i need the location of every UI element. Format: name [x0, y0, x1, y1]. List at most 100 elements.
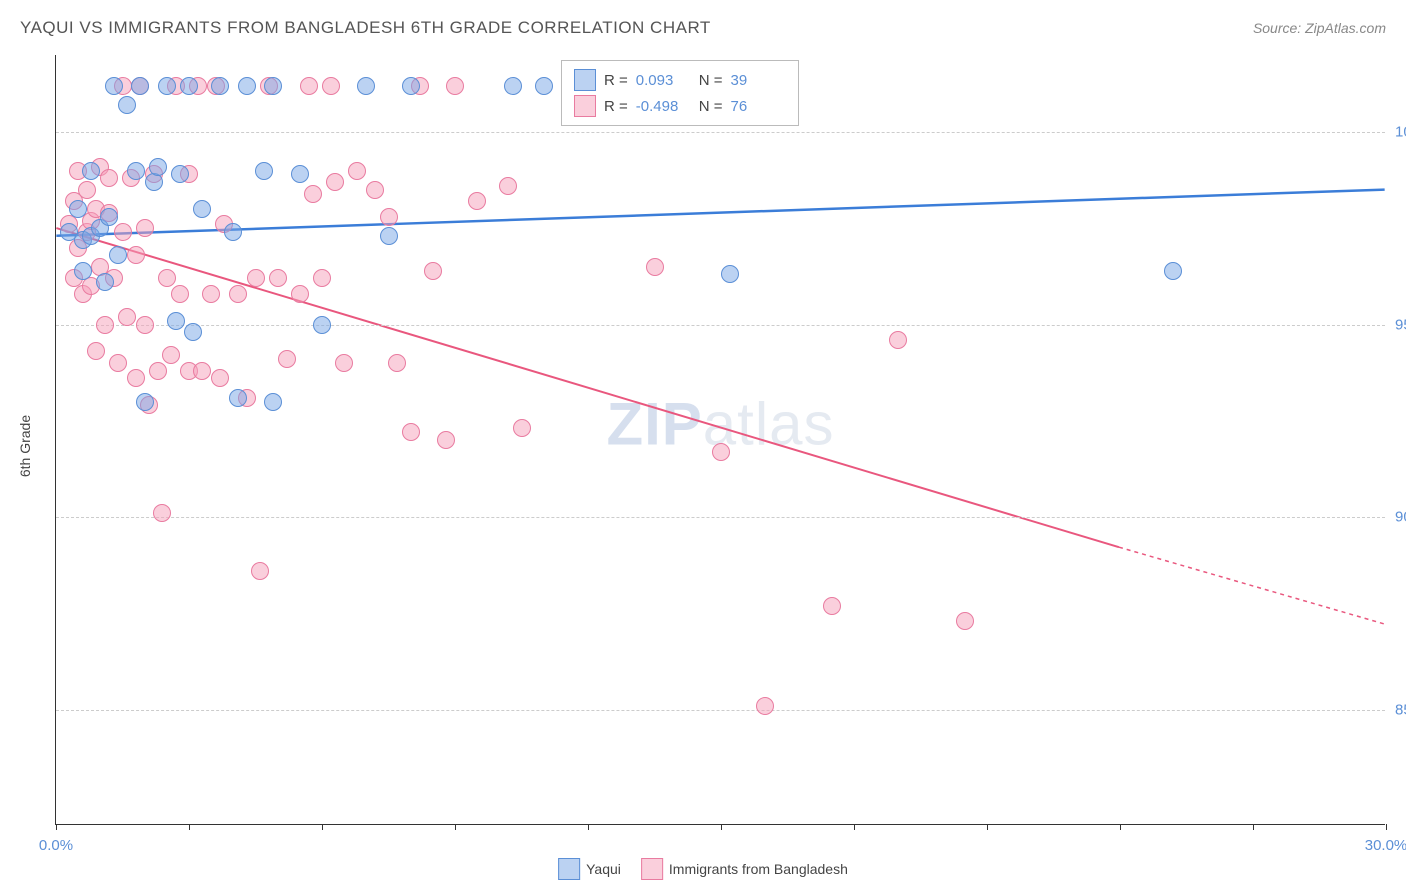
n-value-2: 76 [731, 98, 786, 115]
data-point [114, 223, 132, 241]
y-tick-label: 85.0% [1395, 701, 1406, 718]
data-point [366, 181, 384, 199]
data-point [127, 246, 145, 264]
data-point [193, 362, 211, 380]
x-tick [322, 824, 323, 830]
legend-label-yaqui: Yaqui [586, 861, 621, 877]
data-point [149, 362, 167, 380]
data-point [149, 158, 167, 176]
data-point [109, 354, 127, 372]
data-point [264, 77, 282, 95]
data-point [180, 77, 198, 95]
data-point [158, 77, 176, 95]
data-point [118, 96, 136, 114]
data-point [224, 223, 242, 241]
grid-line [56, 132, 1385, 133]
color-box-yaqui [574, 69, 596, 91]
n-value-1: 39 [731, 72, 786, 89]
x-tick [588, 824, 589, 830]
data-point [388, 354, 406, 372]
legend-box-bangladesh [641, 858, 663, 880]
data-point [721, 265, 739, 283]
x-tick [1386, 824, 1387, 830]
data-point [535, 77, 553, 95]
data-point [136, 316, 154, 334]
data-point [167, 312, 185, 330]
data-point [1164, 262, 1182, 280]
data-point [96, 273, 114, 291]
r-value-2: -0.498 [636, 98, 691, 115]
y-tick-label: 95.0% [1395, 316, 1406, 333]
data-point [162, 346, 180, 364]
r-value-1: 0.093 [636, 72, 691, 89]
data-point [322, 77, 340, 95]
data-point [756, 697, 774, 715]
plot-area: ZIPatlas R = 0.093 N = 39 R = -0.498 N =… [55, 55, 1385, 825]
data-point [402, 77, 420, 95]
data-point [229, 285, 247, 303]
legend-box-yaqui [558, 858, 580, 880]
data-point [229, 389, 247, 407]
data-point [145, 173, 163, 191]
data-point [357, 77, 375, 95]
data-point [300, 77, 318, 95]
data-point [78, 181, 96, 199]
data-point [171, 165, 189, 183]
data-point [291, 285, 309, 303]
x-tick [189, 824, 190, 830]
data-point [193, 200, 211, 218]
data-point [402, 423, 420, 441]
data-point [153, 504, 171, 522]
data-point [646, 258, 664, 276]
data-point [158, 269, 176, 287]
r-label-2: R = [604, 98, 628, 115]
stats-legend: R = 0.093 N = 39 R = -0.498 N = 76 [561, 60, 799, 126]
y-tick-label: 100.0% [1395, 124, 1406, 141]
data-point [100, 169, 118, 187]
x-tick [56, 824, 57, 830]
grid-line [56, 517, 1385, 518]
stats-row-yaqui: R = 0.093 N = 39 [574, 67, 786, 93]
data-point [251, 562, 269, 580]
legend-item-yaqui: Yaqui [558, 858, 621, 880]
data-point [513, 419, 531, 437]
data-point [291, 165, 309, 183]
x-tick [455, 824, 456, 830]
color-box-bangladesh [574, 95, 596, 117]
data-point [264, 393, 282, 411]
data-point [96, 316, 114, 334]
x-tick [1120, 824, 1121, 830]
data-point [238, 77, 256, 95]
data-point [127, 369, 145, 387]
data-point [82, 162, 100, 180]
x-tick [721, 824, 722, 830]
data-point [335, 354, 353, 372]
data-point [171, 285, 189, 303]
data-point [348, 162, 366, 180]
data-point [136, 393, 154, 411]
data-point [136, 219, 154, 237]
data-point [437, 431, 455, 449]
data-point [504, 77, 522, 95]
y-tick-label: 90.0% [1395, 509, 1406, 526]
n-label-2: N = [699, 98, 723, 115]
x-tick [987, 824, 988, 830]
stats-row-bangladesh: R = -0.498 N = 76 [574, 93, 786, 119]
legend-label-bangladesh: Immigrants from Bangladesh [669, 861, 848, 877]
x-tick [1253, 824, 1254, 830]
data-point [118, 308, 136, 326]
y-axis-title: 6th Grade [17, 415, 33, 477]
chart-container: YAQUI VS IMMIGRANTS FROM BANGLADESH 6TH … [0, 0, 1406, 892]
source-attribution: Source: ZipAtlas.com [1253, 20, 1386, 36]
data-point [202, 285, 220, 303]
data-point [313, 269, 331, 287]
chart-title: YAQUI VS IMMIGRANTS FROM BANGLADESH 6TH … [20, 18, 711, 38]
data-point [380, 208, 398, 226]
data-point [100, 208, 118, 226]
data-point [889, 331, 907, 349]
data-point [247, 269, 265, 287]
data-point [446, 77, 464, 95]
data-point [326, 173, 344, 191]
data-point [105, 77, 123, 95]
data-point [127, 162, 145, 180]
